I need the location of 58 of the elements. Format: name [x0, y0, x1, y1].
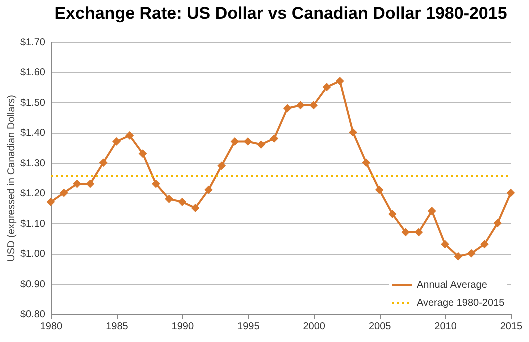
x-tick-label: 1985 — [106, 322, 129, 332]
point — [126, 132, 134, 140]
point — [152, 180, 160, 188]
x-tick-label: 2010 — [434, 322, 458, 332]
y-tick-label: $0.90 — [20, 279, 46, 290]
point — [336, 77, 344, 86]
x-tick-label: 1995 — [238, 322, 260, 332]
y-tick-label: $1.40 — [20, 128, 46, 140]
point — [257, 140, 266, 149]
legend-label: Annual Average — [417, 280, 488, 291]
point — [283, 104, 292, 113]
y-tick-label: $1.50 — [20, 98, 46, 109]
point — [99, 158, 108, 168]
y-tick-label: $1.30 — [20, 158, 46, 170]
point — [506, 188, 516, 198]
point — [46, 198, 56, 206]
y-tick-label: $1.10 — [20, 218, 46, 230]
x-tick-label: 1980 — [40, 322, 64, 332]
x-tick-label: 2000 — [303, 322, 326, 332]
y-axis-title: USD (expressed in Canadian Dollars) — [6, 95, 18, 262]
legend-label: Average 1980-2015 — [417, 298, 506, 309]
point — [270, 134, 279, 143]
point — [178, 198, 187, 206]
point — [428, 207, 436, 216]
x-tick-label: 1990 — [172, 322, 194, 332]
point — [86, 180, 95, 188]
y-tick-label: $1.60 — [20, 68, 46, 79]
y-tick-label: $1.70 — [20, 38, 46, 48]
point — [388, 210, 397, 218]
point — [204, 186, 213, 194]
point — [112, 138, 121, 146]
point — [230, 138, 240, 146]
point — [322, 83, 332, 92]
chart-title: Exchange Rate: US Dollar vs Canadian Dollar 1980-2015 — [54, 4, 508, 23]
point — [414, 228, 424, 237]
y-tick-label: $1.20 — [20, 188, 46, 200]
y-tick-label: $1.00 — [20, 249, 46, 260]
point — [402, 228, 410, 237]
point — [296, 101, 305, 110]
point — [467, 249, 476, 258]
y-tick-label: $0.80 — [20, 310, 46, 320]
point — [494, 219, 502, 228]
point — [165, 194, 174, 204]
point — [244, 138, 252, 146]
point — [349, 128, 358, 137]
point — [480, 240, 489, 249]
x-tick-label: 2005 — [368, 322, 392, 332]
point — [218, 162, 226, 170]
point — [362, 158, 371, 168]
point — [310, 101, 318, 110]
x-tick-label: 2015 — [500, 322, 524, 332]
point — [138, 150, 148, 158]
point — [454, 252, 463, 261]
point — [441, 240, 450, 249]
point — [375, 186, 384, 194]
point — [60, 188, 68, 198]
point — [73, 180, 82, 188]
point — [191, 204, 200, 212]
